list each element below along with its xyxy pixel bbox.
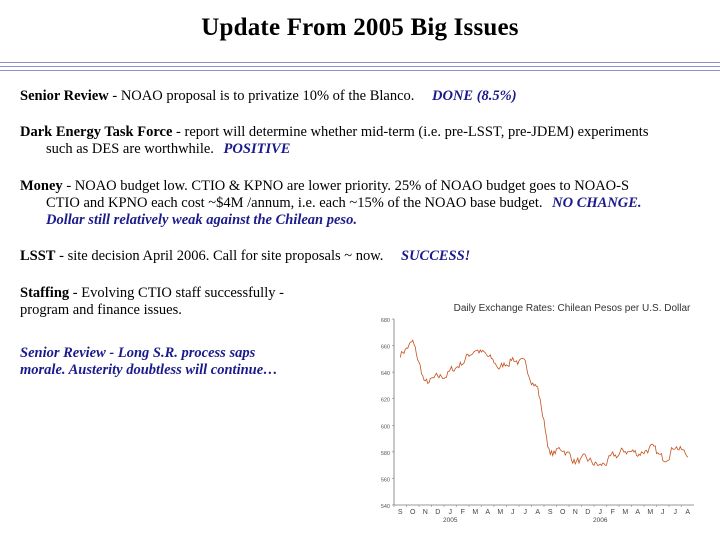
item-heading: Money	[20, 178, 63, 194]
x-month-label: J	[599, 509, 603, 516]
item-status-note-line2: Dollar still relatively weak against the…	[46, 212, 357, 228]
x-month-label: N	[573, 509, 578, 516]
series-line	[399, 339, 689, 467]
title-rule-bottom	[0, 70, 720, 71]
y-tick-label: 640	[381, 371, 390, 377]
title-rule-top	[0, 62, 720, 63]
item-dark-energy-task-force: Dark Energy Task Force - report will det…	[20, 124, 720, 158]
y-tick-label: 680	[381, 318, 390, 324]
item-money: Money - NOAO budget low. CTIO & KPNO are…	[20, 178, 720, 229]
y-tick-label: 620	[381, 398, 390, 404]
item-text: - report will determine whether mid-term…	[172, 124, 649, 140]
item-note-line2: morale. Austerity doubtless will continu…	[20, 362, 278, 378]
x-month-label: J	[524, 509, 528, 516]
x-month-label: F	[611, 509, 615, 516]
x-month-label: M	[497, 509, 503, 516]
item-status-note: DONE (8.5%)	[432, 88, 517, 104]
x-month-label: S	[398, 509, 403, 516]
y-tick-label: 580	[381, 451, 390, 457]
item-heading: Senior Review	[20, 88, 109, 104]
y-tick-label: 660	[381, 345, 390, 351]
x-month-label: J	[449, 509, 453, 516]
x-month-label: M	[472, 509, 478, 516]
item-text: - NOAO proposal is to privatize 10% of t…	[108, 88, 415, 104]
x-month-label: M	[622, 509, 628, 516]
item-text: - NOAO budget low. CTIO & KPNO are lower…	[62, 178, 630, 194]
exchange-rate-chart: Daily Exchange Rates: Chilean Pesos per …	[381, 303, 694, 524]
x-month-label: A	[685, 509, 690, 516]
x-year-label: 2005	[443, 517, 458, 524]
x-month-label: J	[661, 509, 665, 516]
y-tick-label: 600	[381, 424, 390, 430]
x-month-label: O	[560, 509, 566, 516]
x-month-label: J	[674, 509, 678, 516]
item-note-line1: Senior Review - Long S.R. process saps	[20, 345, 256, 361]
x-month-label: A	[635, 509, 640, 516]
item-status-note: POSITIVE	[223, 141, 291, 157]
item-text-line2: program and finance issues.	[20, 302, 182, 318]
x-month-label: O	[410, 509, 416, 516]
x-month-label: S	[548, 509, 553, 516]
item-heading: Staffing	[20, 285, 70, 301]
item-staffing: Staffing - Evolving CTIO staff successfu…	[20, 285, 360, 319]
x-month-label: D	[435, 509, 440, 516]
title-rule-mid	[0, 66, 720, 67]
x-month-label: A	[535, 509, 540, 516]
item-status-note: SUCCESS!	[401, 248, 471, 264]
y-tick-label: 560	[381, 477, 390, 483]
item-heading: Dark Energy Task Force	[20, 124, 173, 140]
x-month-label: F	[461, 509, 465, 516]
item-senior-review-morale: Senior Review - Long S.R. process saps m…	[20, 345, 360, 379]
item-text: - site decision April 2006. Call for sit…	[55, 248, 384, 264]
chart-title: Daily Exchange Rates: Chilean Pesos per …	[454, 303, 691, 314]
item-text-line2: such as DES are worthwhile. POSITIVE	[46, 141, 291, 157]
item-text-line2: CTIO and KPNO each cost ~$4M /annum, i.e…	[46, 195, 642, 211]
x-month-label: D	[585, 509, 590, 516]
x-month-label: N	[423, 509, 428, 516]
x-month-label: J	[511, 509, 515, 516]
item-heading: LSST	[20, 248, 56, 264]
x-month-label: M	[647, 509, 653, 516]
x-month-label: A	[485, 509, 490, 516]
x-year-label: 2006	[593, 517, 608, 524]
item-status-note: NO CHANGE.	[552, 195, 642, 211]
item-senior-review: Senior Review - NOAO proposal is to priv…	[20, 88, 720, 105]
item-lsst: LSST - site decision April 2006. Call fo…	[20, 248, 720, 265]
y-tick-label: 540	[381, 504, 390, 510]
slide-title: Update From 2005 Big Issues	[201, 14, 519, 41]
item-text: - Evolving CTIO staff successfully -	[69, 285, 284, 301]
